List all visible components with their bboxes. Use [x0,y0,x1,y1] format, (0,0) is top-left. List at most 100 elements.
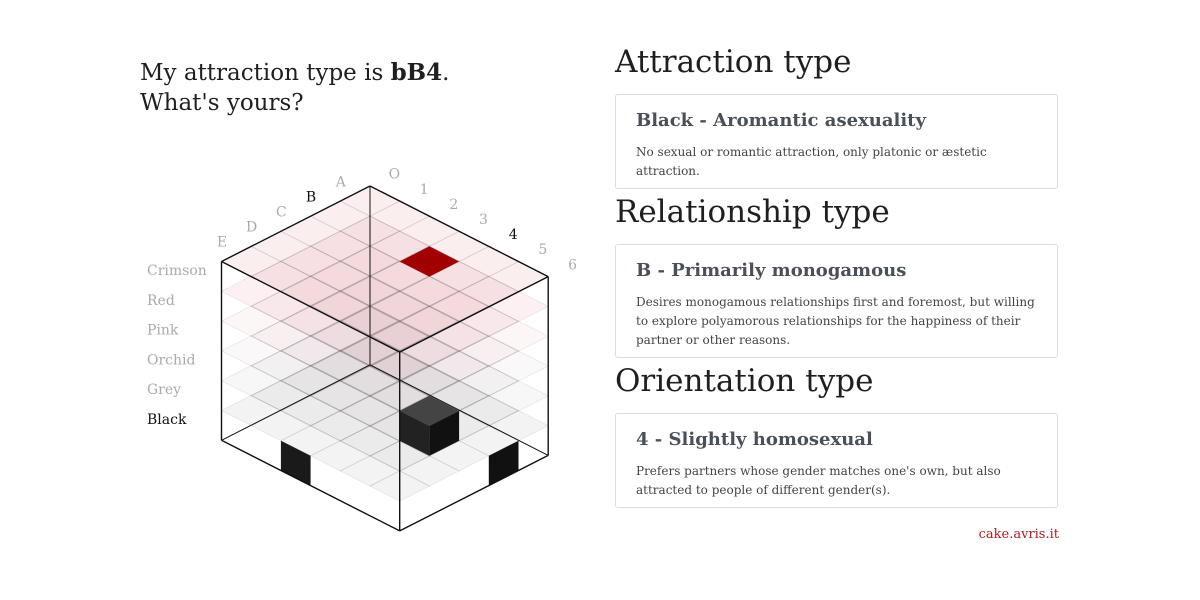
cube-cell [220,365,282,397]
cube-cell [369,290,431,322]
cube-cell [487,380,550,412]
cube-cell [250,350,312,382]
frame-edge [221,439,401,532]
cube-cell [398,305,460,337]
cube-cell [369,290,431,322]
cube-cell [309,319,371,351]
cube-cell [220,305,282,337]
frame-edge [369,185,549,278]
cube-layer-orchid [220,274,550,442]
cube-cell [487,320,550,352]
cube-cell [428,320,490,352]
cube-cell [309,410,371,442]
headline-question: What's yours? [140,90,304,116]
site-link[interactable]: cake.avris.it [978,527,1059,542]
cube-cell [309,230,371,262]
color-axis-label: Crimson [147,263,207,279]
color-axis-label: Red [147,293,175,309]
cube-cell [309,261,371,293]
cube-cell [280,335,342,367]
cube-cell [398,455,460,487]
cube-cell [309,380,371,412]
cube-cell [339,365,401,398]
cube-cell [280,245,342,277]
cube-cell [250,320,312,352]
cube-cell [280,245,342,278]
cube-cell [280,365,342,397]
cube-cell [398,335,460,367]
cube-cell [339,395,401,427]
relationship-type-title: B - Primarily monogamous [636,260,907,281]
cube-cell [428,350,490,382]
cube-cell [428,290,490,322]
front-left-black-cell [280,440,311,486]
attraction-code: bB4 [390,59,443,86]
headline-prefix: My attraction type is [140,60,391,86]
cube-cell [398,335,460,367]
cube-cell [398,334,460,367]
color-axis-label: Orchid [147,352,196,368]
cube-cell [339,365,401,397]
relationship-type-card: B - Primarily monogamous Desires monogam… [615,244,1058,358]
cube-cell [369,291,431,323]
orientation-axis-label: O [389,167,400,183]
orientation-type-title: 4 - Slightly homosexual [636,429,873,450]
relationship-axis-label: A [335,174,347,190]
cube-cell [398,275,460,307]
orientation-axis-label: 3 [479,212,488,228]
cube-cell [280,275,342,307]
cube-cell [309,230,371,262]
selected-cube-left [399,410,430,456]
cube-cell [280,395,342,427]
cube-axis-labels: Crimson Red Pink Orchid Grey Black E D C B A O 1 2 3 4 5… [147,167,577,428]
orientation-axis-label: 1 [420,182,429,198]
cube-cell [250,320,312,352]
cube-cell [309,260,371,292]
relationship-axis-label: C [276,204,287,220]
cube-cell [487,350,550,382]
color-axis-label: Pink [147,323,179,339]
frame-edge [221,185,371,263]
cube-cell [309,320,371,352]
cube-cell [369,290,431,322]
orientation-axis-label: 6 [568,257,577,273]
cube-cell [309,260,371,292]
relationship-type-description: Desires monogamous relationships first a… [636,295,1035,347]
cube-cell [309,290,371,322]
cube-cell [339,455,401,487]
highlight-top-cell [399,246,460,277]
orientation-axis-label: 2 [449,197,458,213]
frame-edge [399,275,549,353]
cube-cell [428,320,490,352]
orientation-type-description: Prefers partners whose gender matches on… [636,464,1001,497]
cube-cell [280,365,342,397]
cube-cell [280,305,342,337]
cube-cell [428,350,490,382]
orientation-axis-label: 5 [538,242,547,258]
relationship-axis-label: B [306,189,316,205]
orientation-axis-label: 4 [509,227,518,243]
attraction-type-heading: Attraction type [615,44,852,80]
cube-cell [280,334,342,367]
headline-suffix: . [442,60,450,86]
front-right-black-cell [488,440,519,486]
cube-cell [458,335,520,367]
cube-cell [309,350,371,382]
cube-cell [339,365,401,397]
cube-cell [458,335,520,367]
cube-layer-pink [220,245,550,413]
cube-cell [309,320,371,352]
frame-edge [221,364,371,441]
attraction-type-title: Black - Aromantic asexuality [636,110,926,131]
attraction-cube-diagram: Crimson Red Pink Orchid Grey Black E D C B A O 1 2 3 4 5… [147,167,577,532]
cube-cell [250,350,312,382]
orientation-type-card: 4 - Slightly homosexual Prefers partners… [615,413,1058,508]
cube-cell [339,425,401,457]
cube-cell [369,230,431,262]
cube-cell [339,394,401,427]
cube-cell [398,275,460,307]
cube-cell [458,365,520,397]
orientation-type-heading: Orientation type [615,363,874,399]
cube-cell [309,350,371,382]
cube-cell [458,365,520,397]
